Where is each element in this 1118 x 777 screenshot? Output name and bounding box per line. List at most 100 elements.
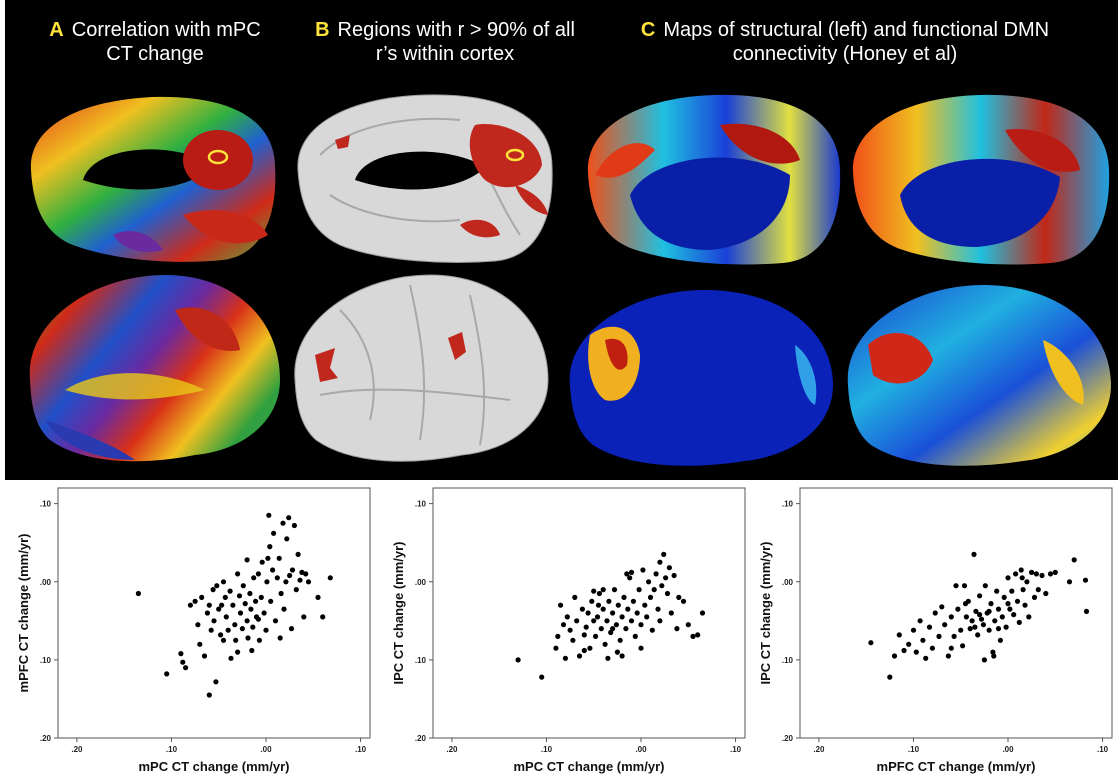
data-point [315, 594, 321, 600]
data-point [232, 622, 238, 628]
data-point [585, 610, 591, 616]
data-point [576, 653, 583, 659]
data-point [995, 606, 1002, 612]
data-point [222, 594, 228, 600]
data-point [515, 657, 521, 663]
data-point [963, 614, 969, 620]
data-point [606, 598, 612, 604]
data-point [638, 622, 644, 628]
data-point [972, 624, 978, 630]
data-point [256, 637, 262, 643]
data-point [242, 601, 248, 607]
data-point [235, 571, 241, 577]
plot-frame [57, 487, 371, 739]
y-tick-label: .20 [415, 734, 427, 743]
data-point [327, 575, 333, 581]
data-point [610, 610, 616, 616]
data-point [614, 649, 620, 655]
data-point [596, 590, 602, 597]
data-point [945, 653, 951, 659]
data-point [237, 610, 244, 616]
data-point [211, 618, 217, 624]
y-tick-label: .00 [782, 578, 794, 587]
panel-a-title: A Correlation with mPC CT change [49, 19, 261, 65]
data-point [671, 572, 677, 579]
data-point [291, 522, 297, 529]
data-point [228, 655, 234, 661]
brain-lateral-correlation-map [29, 275, 281, 462]
data-point [990, 649, 996, 655]
x-tick-label: .00 [260, 745, 272, 754]
data-point [955, 606, 961, 612]
data-point [214, 583, 220, 589]
data-point [277, 635, 283, 641]
x-axis-label: mPC CT change (mm/yr) [139, 759, 290, 774]
data-point [992, 618, 998, 624]
data-point [1001, 594, 1007, 600]
data-point [270, 567, 276, 573]
data-point [240, 583, 246, 589]
data-point [192, 598, 198, 604]
brain-medial-correlation-map [30, 96, 276, 262]
y-tick-label: .10 [415, 656, 427, 665]
panel-b-title: B Regions with r > 90% of all r’s within … [315, 19, 575, 65]
data-point [206, 602, 212, 608]
data-point [1003, 624, 1009, 630]
data-point [666, 565, 672, 571]
data-point [1029, 569, 1035, 575]
data-point [220, 579, 227, 585]
y-tick-label: .20 [40, 734, 52, 743]
data-point [939, 604, 945, 610]
data-point [305, 579, 312, 585]
scatter-plot-1-canvas: .10 .00 .10 .20 .20 .10 .00 .10 mPC CT change (m… [16, 487, 371, 774]
data-point [674, 626, 680, 632]
data-point [923, 655, 929, 661]
data-point [255, 616, 261, 622]
data-point [598, 626, 604, 632]
data-point [567, 627, 573, 633]
x-tick-label: .10 [355, 745, 367, 754]
data-point [920, 637, 926, 643]
plot-frame [799, 487, 1113, 739]
data-point [1018, 567, 1024, 573]
data-point [610, 626, 616, 632]
data-point [280, 520, 286, 526]
data-point [887, 674, 893, 680]
data-point [1082, 577, 1089, 583]
data-point [1013, 571, 1019, 577]
data-point [973, 608, 979, 614]
data-point [218, 632, 224, 638]
data-point [204, 610, 210, 616]
data-point [1039, 572, 1045, 579]
data-point [640, 567, 646, 573]
data-point [195, 622, 201, 628]
data-point [276, 555, 282, 561]
data-point [225, 627, 231, 633]
data-point [581, 632, 587, 638]
data-point [250, 624, 256, 630]
data-point [1083, 608, 1090, 614]
y-tick-label: .10 [782, 500, 794, 509]
data-point [986, 627, 992, 633]
data-point [560, 622, 567, 628]
data-point [642, 602, 648, 608]
data-point [1026, 614, 1032, 620]
data-point [583, 624, 589, 630]
data-point [617, 637, 623, 643]
data-point [1005, 601, 1011, 607]
data-point [187, 602, 193, 608]
y-tick-label: .10 [40, 656, 52, 665]
data-point [1007, 606, 1013, 612]
data-point [1033, 571, 1039, 577]
data-point [206, 692, 212, 698]
data-point [227, 588, 233, 594]
data-point [274, 575, 280, 581]
data-point [263, 627, 269, 633]
x-tick-label: .00 [1002, 745, 1014, 754]
data-point [958, 627, 964, 633]
brain-figure-panel: A Correlation with mPC CT change B Regions… [5, 0, 1118, 480]
data-point [295, 551, 301, 557]
data-point [265, 555, 271, 561]
data-point [664, 590, 671, 597]
data-point [906, 641, 912, 647]
